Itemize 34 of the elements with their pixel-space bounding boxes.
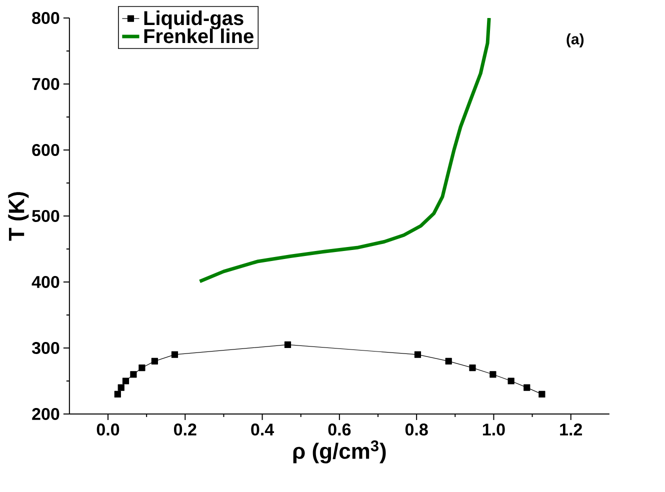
y-tick-label: 400 <box>32 276 60 288</box>
y-tick-label: 700 <box>32 78 60 90</box>
point <box>445 358 452 364</box>
point <box>151 358 158 364</box>
x-tick-label: 1.0 <box>482 424 505 436</box>
point <box>122 378 130 384</box>
x-tick-label: 1.2 <box>560 424 582 436</box>
x-tick-label: 0.8 <box>405 424 428 436</box>
point <box>130 371 137 378</box>
point <box>469 364 476 372</box>
x-axis-title: ρ (g/cm$^{3}$) <box>293 440 386 464</box>
y-tick-label: 300 <box>32 342 60 354</box>
y-axis-title: T (K) <box>8 192 29 241</box>
point <box>171 351 178 358</box>
point <box>138 364 146 372</box>
x-tick-label: 0.0 <box>96 424 120 436</box>
y-tick-label: 600 <box>32 144 60 156</box>
point <box>414 351 422 358</box>
legend-label: Frenkel line <box>144 28 254 44</box>
point <box>118 384 124 391</box>
point <box>284 341 292 348</box>
point <box>114 390 121 398</box>
y-tick-label: 200 <box>32 408 60 420</box>
y-tick-label: 500 <box>32 210 60 222</box>
y-tick-label: 800 <box>32 12 60 24</box>
x-tick-label: 0.6 <box>328 424 351 436</box>
point <box>538 390 546 398</box>
point <box>490 371 496 378</box>
annotation: (a) <box>566 33 584 48</box>
x-tick-label: 0.4 <box>251 424 274 436</box>
x-tick-label: 0.2 <box>174 424 196 436</box>
point <box>508 378 514 384</box>
point <box>524 384 530 391</box>
legend-label: Liquid-gas <box>144 10 244 30</box>
